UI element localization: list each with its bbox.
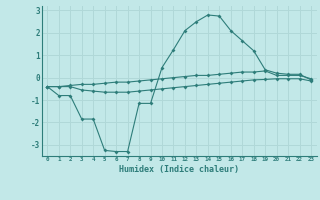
X-axis label: Humidex (Indice chaleur): Humidex (Indice chaleur) <box>119 165 239 174</box>
